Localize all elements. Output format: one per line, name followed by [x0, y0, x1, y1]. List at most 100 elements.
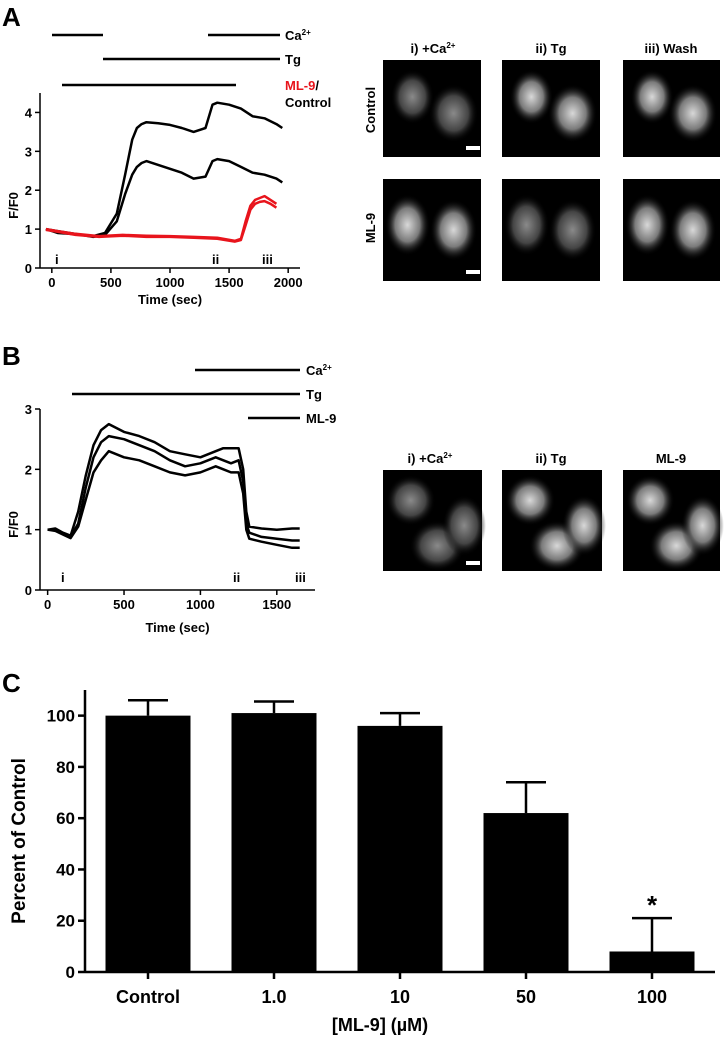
chart-c-bar-2: [231, 713, 317, 972]
b-ml9-label: ML-9: [306, 411, 336, 426]
micrograph-a-control-3: [623, 60, 720, 157]
panel-a-line-chart: 0 1 2 3 4 0 500 1000 1500 2000 Time (sec) F/F0: [6, 93, 303, 307]
chart-c-significance-marker: *: [647, 890, 658, 920]
micrograph-a-ml9-1-cell: [430, 199, 478, 261]
b-ca-superscript: 2+: [323, 363, 332, 372]
chart-a-x-axis-label: Time (sec): [138, 292, 202, 307]
chart-a-series-line-4: [45, 199, 278, 243]
chart-c-category-label: 1.0: [261, 987, 286, 1007]
panel-b-image-column-labels: i) +Ca2+ ii) Tg ML-9: [408, 451, 687, 466]
img-a-col-1-sup: 2+: [446, 41, 455, 50]
img-a-col-3-label: iii) Wash: [645, 41, 698, 56]
panel-b-label: B: [2, 341, 21, 371]
chart-c-y-axis-label: Percent of Control: [9, 758, 30, 924]
micrograph-a-ml9-1-cell: [384, 194, 431, 256]
chart-a-x-tick-label: 1000: [156, 275, 185, 290]
chart-a-y-tick-label: 2: [25, 183, 32, 198]
scale-bar: [466, 561, 480, 565]
panel-a-image-column-labels: i) +Ca2+ ii) Tg iii) Wash: [411, 41, 698, 56]
b-marker-i: i: [61, 570, 65, 585]
chart-a-y-tick-label: 1: [25, 222, 32, 237]
chart-b-x-tick-label: 1500: [262, 597, 291, 612]
chart-b-series-line-3: [47, 449, 300, 550]
chart-b-x-tick-label: 0: [44, 597, 51, 612]
control-label: Control: [285, 95, 331, 110]
svg-text:i) +Ca2+: i) +Ca2+: [411, 41, 456, 56]
svg-text:Ca2+: Ca2+: [306, 363, 332, 378]
b-tg-label: Tg: [306, 387, 322, 402]
micrograph-a-control-3-cell: [630, 69, 674, 125]
micrograph-a-control-2: [502, 60, 600, 157]
marker-ii: ii: [212, 252, 219, 267]
chart-a-y-tick-label: 3: [25, 144, 32, 159]
ca-label: Ca: [285, 28, 302, 43]
chart-b-y-tick-label: 1: [25, 523, 32, 538]
img-a-col-1-label: i) +Ca: [411, 41, 448, 56]
micrograph-b-2: [502, 470, 606, 571]
panel-a-treatment-bars: Ca2+ Tg ML-9/ Control: [52, 28, 331, 110]
chart-c-bar-1: [105, 715, 191, 972]
b-marker-iii: iii: [295, 570, 306, 585]
chart-a-y-tick-label: 0: [25, 261, 32, 276]
chart-c-y-tick-label: 40: [56, 860, 75, 879]
micrograph-a-ml9-3-cell: [669, 199, 717, 261]
chart-b-x-tick-label: 500: [113, 597, 135, 612]
img-b-col-1-label: i) +Ca: [408, 451, 445, 466]
micrograph-a-ml9-2-cell: [503, 194, 550, 256]
chart-a-y-tick-label: 4: [25, 105, 33, 120]
chart-b-x-axis-label: Time (sec): [145, 620, 209, 635]
chart-b-series-line-1: [47, 422, 300, 537]
panel-a-time-markers: i ii iii: [55, 252, 273, 267]
img-b-col-3-label: ML-9: [656, 451, 686, 466]
panel-c-bar-chart: 0 20 40 60 80 100 Control 1.0 10 50 100 * [ML-9] (µM…: [9, 690, 715, 1035]
chart-a-y-axis-label: F/F0: [6, 192, 21, 219]
chart-b-y-tick-label: 3: [25, 402, 32, 417]
panel-a-micrographs: [383, 60, 720, 281]
scale-bar: [466, 146, 480, 150]
b-marker-ii: ii: [233, 570, 240, 585]
chart-c-y-tick-label: 60: [56, 809, 75, 828]
img-b-col-2-label: ii) Tg: [535, 451, 566, 466]
chart-c-category-label: Control: [116, 987, 180, 1007]
b-ca-label: Ca: [306, 363, 323, 378]
micrograph-a-ml9-3-cell: [624, 194, 670, 256]
scale-bar: [466, 270, 480, 274]
ca-superscript: 2+: [302, 28, 311, 37]
chart-c-category-label: 10: [390, 987, 410, 1007]
micrograph-a-control-2-cell: [548, 84, 598, 143]
micrograph-b-1-cell: [385, 475, 436, 526]
panel-b-treatment-bars: Ca2+ Tg ML-9: [72, 363, 336, 426]
micrograph-b-1-cell: [442, 495, 486, 556]
micrograph-a-control-3-cell: [668, 84, 718, 143]
svg-text:i) +Ca2+: i) +Ca2+: [408, 451, 453, 466]
micrograph-b-3-cell: [625, 475, 675, 526]
chart-a-x-tick-label: 500: [100, 275, 122, 290]
chart-c-category-label: 100: [637, 987, 667, 1007]
chart-c-y-tick-label: 20: [56, 912, 75, 931]
micrograph-a-ml9-2-cell: [549, 199, 597, 261]
micrograph-b-1: [383, 470, 486, 571]
marker-iii: iii: [262, 252, 273, 267]
chart-c-y-tick-label: 100: [47, 707, 75, 726]
img-a-row-ml9-label: ML-9: [363, 213, 378, 243]
chart-c-bar-5: [609, 951, 695, 972]
chart-a-x-tick-label: 1500: [215, 275, 244, 290]
chart-b-y-tick-label: 2: [25, 462, 32, 477]
chart-a-x-tick-label: 0: [48, 275, 55, 290]
svg-text:ML-9/: ML-9/: [285, 78, 319, 93]
chart-b-y-tick-label: 0: [25, 583, 32, 598]
chart-c-y-tick-label: 80: [56, 758, 75, 777]
panel-a-label: A: [2, 2, 21, 32]
tg-label: Tg: [285, 52, 301, 67]
img-b-col-1-sup: 2+: [443, 451, 452, 460]
micrograph-a-ml9-1: [383, 179, 481, 281]
chart-c-y-tick-label: 0: [66, 963, 75, 982]
micrograph-b-2-cell: [562, 495, 606, 556]
slash-label: /: [315, 78, 319, 93]
micrograph-a-ml9-3: [623, 179, 720, 281]
micrograph-b-3-cell: [681, 495, 724, 556]
chart-c-bar-4: [483, 813, 569, 972]
panel-b-micrographs: [383, 470, 724, 571]
chart-b-y-axis-label: F/F0: [6, 511, 21, 538]
